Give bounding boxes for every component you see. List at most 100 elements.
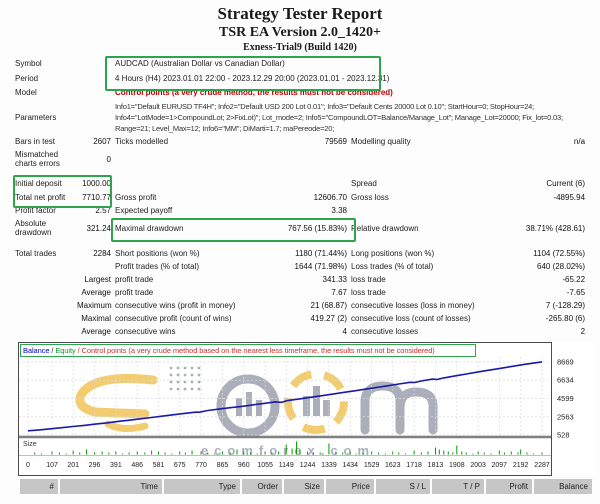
row-value-1 (75, 86, 113, 99)
row-value-3: Current (6) (546, 178, 586, 188)
row-label: Absolute drawdown (15, 219, 52, 237)
size-panel-label: Size (23, 441, 37, 448)
row-label-3: loss trade (351, 275, 386, 284)
server-build-label: Exness-Trial9 (Build 1420) (243, 42, 357, 53)
x-axis-tick: 1623 (385, 462, 401, 469)
row-value-2: 341.33 (322, 275, 347, 284)
x-axis-tick: 391 (110, 462, 122, 469)
row-label-3: Spread (351, 178, 377, 188)
row-label-2: profit trade (115, 288, 154, 297)
row-label-2 (113, 148, 273, 170)
trade-column-header-tp: T / P (432, 479, 484, 494)
chart-plot-area: 8669 6634 4599 2563 528 Size 0 107 201 296 391 486 5… (18, 342, 574, 476)
trade-column-header-sl: S / L (376, 479, 430, 494)
x-axis-tick: 865 (217, 462, 229, 469)
row-label-2: Gross profit (115, 192, 157, 202)
report-row: Model Control points (a very crude method… (13, 86, 587, 99)
row-value-3: 1104 (72.55%) (533, 249, 586, 258)
report-row: Maximal consecutive profit (count of wins… (13, 312, 587, 325)
row-value-2: 12606.70 (313, 192, 347, 202)
x-axis-tick: 1055 (257, 462, 273, 469)
parameter-line: Info4="LotMode=1>CompoundLot; 2>FixLot)"… (115, 112, 563, 122)
report-row: Total trades 2284 Short positions (won %) 1… (13, 247, 587, 260)
row-label-3 (349, 204, 509, 217)
x-axis-tick: 770 (195, 462, 207, 469)
row-label-2: profit trade (115, 275, 154, 284)
report-row: Average consecutive wins 4 consecutive loss… (13, 325, 587, 338)
row-label: Parameters (15, 112, 57, 122)
row-label-3: Loss trades (% of total) (351, 262, 434, 271)
row-value-1 (75, 71, 113, 86)
row-label (13, 325, 75, 338)
row-value-1: 2284 (93, 249, 111, 258)
row-value-2: 3.38 (331, 206, 347, 215)
x-axis-tick: 107 (46, 462, 58, 469)
y-axis-tick: 4599 (557, 394, 574, 403)
x-axis-tick: 1339 (321, 462, 337, 469)
y-axis-tick: 6634 (557, 376, 574, 385)
x-axis-tick: 1149 (279, 462, 294, 469)
row-value-2: 7.67 (331, 288, 347, 297)
report-row: Period 4 Hours (H4) 2023.01.01 22:00 - 20… (13, 71, 587, 86)
row-value-1: Average (81, 327, 111, 336)
row-value-3: n/a (573, 137, 586, 146)
watermark-site-text: ecomforex.com (201, 443, 375, 458)
page-title: Strategy Tester Report (217, 4, 383, 23)
row-value-2: 767.56 (15.83%) (287, 223, 347, 233)
row-label-2: consecutive profit (count of wins) (115, 314, 232, 323)
row-value-2 (273, 148, 349, 170)
row-label-2 (113, 176, 273, 190)
x-axis-tick: 1244 (300, 462, 316, 469)
report-header: Strategy Tester Report TSR EA Version 2.… (0, 0, 600, 54)
y-axis-tick: 528 (557, 431, 570, 440)
row-value-1: 2607 (93, 137, 111, 146)
row-span-value: Info1="Default EURUSD TF4H"; Info2="Defa… (113, 99, 587, 135)
report-row: Largest profit trade 341.33 loss trade -65.2… (13, 273, 587, 286)
y-axis-tick: 8669 (557, 358, 574, 367)
row-span-value: 4 Hours (H4) 2023.01.01 22:00 - 2023.12.… (115, 74, 390, 83)
row-label-2: consecutive wins (115, 327, 176, 336)
x-axis-tick: 2003 (470, 462, 486, 469)
row-value-1: Maximum (77, 301, 112, 310)
row-value-1: 7710.77 (82, 192, 111, 202)
row-label-2: Expected payoff (115, 206, 173, 215)
row-label-2: consecutive wins (profit in money) (115, 301, 236, 310)
row-value-1: Maximal (81, 314, 111, 323)
x-axis-tick: 1908 (449, 462, 465, 469)
parameter-line: Range=21; Level_Max=12; Info6="MM"; DiMa… (115, 123, 335, 133)
row-label-2: Maximal drawdown (115, 223, 184, 233)
row-label (13, 299, 75, 312)
row-label-3: consecutive losses (loss in money) (351, 301, 475, 310)
row-label: Mismatched charts errors (15, 150, 60, 168)
balance-chart: Balance / Equity / Control points (a ver… (18, 342, 595, 476)
row-value-3 (509, 204, 587, 217)
trade-column-header-order: Order (242, 479, 282, 494)
x-axis-tick: 581 (153, 462, 165, 469)
row-label: Total net profit (15, 192, 66, 202)
row-value-3: 2 (580, 327, 586, 336)
trade-column-header-time: Time (60, 479, 162, 494)
row-label-3 (349, 148, 509, 170)
row-value-2: 1180 (71.44%) (295, 249, 347, 258)
report-row: Maximum consecutive wins (profit in money… (13, 299, 587, 312)
trade-column-header-size: Size (284, 479, 324, 494)
row-value-2: 1644 (71.98%) (294, 262, 347, 271)
row-value-3: 38.71% (428.61) (525, 223, 586, 233)
legend-balance-label: Balance (23, 346, 50, 355)
report-row: Average profit trade 7.67 loss trade -7.65 (13, 286, 587, 299)
row-label-3: Long positions (won %) (351, 249, 435, 258)
row-value-3: 640 (28.02%) (537, 262, 586, 271)
chart-legend: Balance / Equity / Control points (a ver… (20, 344, 476, 357)
x-axis-tick: 960 (238, 462, 250, 469)
row-label: Symbol (15, 59, 42, 68)
row-value-2 (273, 176, 349, 190)
row-value-1: 321.24 (86, 223, 111, 233)
row-label-3: Relative drawdown (351, 223, 419, 233)
row-value-1 (75, 260, 113, 273)
row-label-3: loss trade (351, 288, 386, 297)
trade-column-header-profit: Profit (486, 479, 532, 494)
row-value-2: 79569 (324, 137, 347, 146)
parameter-line: Info1="Default EURUSD TF4H"; Info2="Defa… (115, 101, 535, 111)
ea-version-subtitle: TSR EA Version 2.0_1420+ (218, 25, 381, 40)
